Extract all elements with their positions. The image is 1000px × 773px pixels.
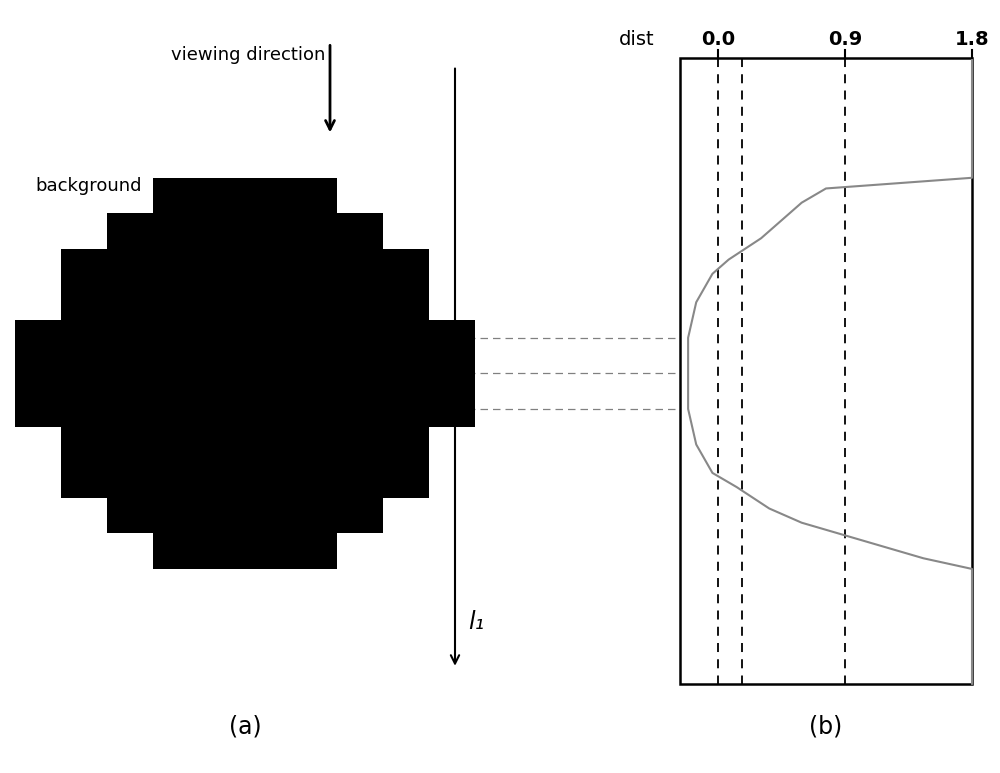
Text: (a): (a) [229, 714, 261, 739]
Bar [680, 58, 972, 684]
Text: vascular: vascular [35, 354, 111, 373]
Bar [107, 498, 383, 533]
Bar [15, 320, 475, 356]
Bar [15, 391, 475, 427]
Text: 1.8: 1.8 [955, 29, 989, 49]
Bar [107, 213, 383, 249]
Bar [61, 427, 429, 462]
Text: dist: dist [619, 29, 655, 49]
Bar [61, 284, 429, 320]
Text: 0.0: 0.0 [701, 29, 735, 49]
Text: (b): (b) [809, 714, 843, 739]
Text: 0.9: 0.9 [828, 29, 862, 49]
Text: viewing direction: viewing direction [171, 46, 325, 64]
Bar [153, 178, 337, 213]
Bar [15, 356, 475, 391]
Bar [153, 533, 337, 569]
Bar [61, 249, 429, 284]
Text: background: background [35, 176, 142, 195]
Text: l₁: l₁ [468, 610, 484, 635]
Bar [61, 462, 429, 498]
